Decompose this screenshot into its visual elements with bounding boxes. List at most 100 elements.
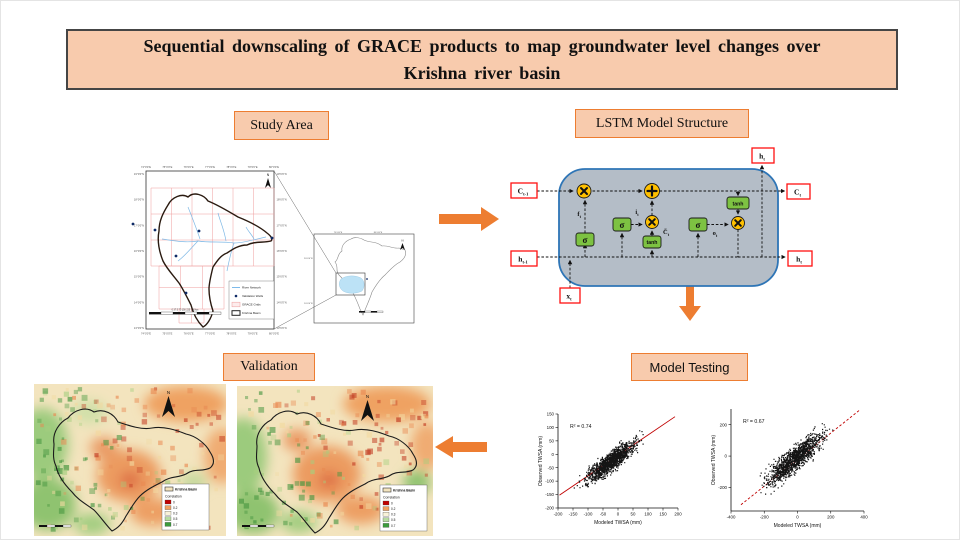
label-model-testing: Model Testing — [631, 353, 748, 381]
svg-text:75°0'0"E: 75°0'0"E — [162, 332, 172, 336]
svg-text:σ: σ — [696, 220, 701, 230]
svg-text:13°0'0"N: 13°0'0"N — [277, 326, 287, 330]
x-tick-label: 0 — [617, 512, 620, 517]
add-icon — [644, 183, 660, 199]
y-axis-label: Observed TWSA (mm) — [711, 435, 717, 486]
output-tanh: tanh — [726, 196, 750, 210]
scale-bar: 0 37.5 75 150 225 300 km — [149, 310, 222, 315]
inset-krishna-basin — [339, 275, 365, 294]
svg-text:75°0'0"E: 75°0'0"E — [162, 165, 172, 169]
x-tick-label: 150 — [659, 512, 667, 517]
y-tick-label: -200 — [545, 506, 554, 511]
title-line-2: Krishna river basin — [403, 62, 561, 83]
r-squared-annotation: R² = 0.74 — [570, 424, 592, 430]
svg-text:16°0'0"N: 16°0'0"N — [134, 249, 144, 253]
input-gate-sigma: σ — [612, 217, 632, 232]
arrow-right-head — [481, 207, 499, 231]
north-arrow-icon: N — [265, 173, 271, 188]
svg-text:Validation Wells: Validation Wells — [242, 294, 264, 298]
y-tick-label: -200 — [718, 485, 727, 490]
x-tick-label: 100 — [644, 512, 652, 517]
krishna-basin-outline — [157, 193, 273, 328]
svg-text:0: 0 — [173, 500, 175, 504]
india-outline — [334, 237, 406, 316]
svg-text:0.7: 0.7 — [173, 523, 178, 527]
svg-text:0.2: 0.2 — [173, 506, 178, 510]
y-tick-label: -150 — [545, 492, 554, 497]
north-arrow-icon: N — [162, 390, 175, 417]
svg-text:River Network: River Network — [242, 286, 261, 290]
svg-text:77°0'0"E: 77°0'0"E — [205, 332, 215, 336]
lstm-diagram: σ σ tanh σ tanh ft it C̃t ot — [510, 147, 813, 304]
arrow-right-icon — [439, 207, 499, 231]
map-tick-labels: 74°0'0"E 74°0'0"E 75°0'0"E 75°0'0"E 76°0'0"E… — [134, 165, 383, 336]
y-tick-label: 150 — [547, 412, 555, 417]
arrow-down-shaft — [686, 286, 694, 307]
label-lstm-text: LSTM Model Structure — [595, 115, 729, 131]
svg-text:xt: xt — [566, 292, 572, 302]
svg-text:18°0'0"N: 18°0'0"N — [277, 198, 287, 202]
svg-text:13°0'0"N: 13°0'0"N — [134, 326, 144, 330]
svg-text:74°0'0"E: 74°0'0"E — [141, 165, 151, 169]
arrow-left-shaft — [453, 442, 487, 452]
multiply-input-icon — [645, 215, 659, 229]
output-gate-sigma: σ — [688, 217, 708, 232]
svg-text:79°0'0"E: 79°0'0"E — [248, 332, 258, 336]
y-tick-label: 0 — [725, 454, 728, 459]
svg-text:78°0'0"E: 78°0'0"E — [226, 165, 236, 169]
basin-outline — [255, 410, 417, 534]
svg-text:N: N — [401, 239, 403, 243]
x-tick-label: -200 — [760, 515, 769, 520]
svg-text:Krishna Basin: Krishna Basin — [242, 311, 261, 315]
svg-text:74°0'0"E: 74°0'0"E — [141, 332, 151, 336]
svg-text:80°0'0"E: 80°0'0"E — [269, 165, 279, 169]
io-box-h-prev: ht-1 — [510, 250, 538, 267]
svg-text:0: 0 — [391, 501, 393, 505]
y-axis-label: Observed TWSA (mm) — [538, 436, 544, 487]
scatter-plot-testing-2: -400 -200 0 200 400 -200 0 200 Modeled TWSA (mm)… — [711, 409, 868, 529]
lstm-connections — [537, 164, 786, 288]
svg-text:tanh: tanh — [647, 240, 658, 246]
arrow-down-icon — [679, 286, 701, 321]
map-legend: River Network Validation Wells GRACE Grids… — [228, 280, 275, 320]
svg-text:0 37.5 75 150 225 300: 0 37.5 75 150 225 300 km — [172, 310, 199, 312]
x-axis-label: Modeled TWSA (mm) — [594, 520, 642, 526]
study-area-map: 74°0'0"E 74°0'0"E 75°0'0"E 75°0'0"E 76°0'0"E… — [131, 165, 415, 336]
x-axis-label: Modeled TWSA (mm) — [774, 523, 822, 529]
svg-text:19°0'0"N: 19°0'0"N — [134, 172, 144, 176]
scatter-plot-2-content: -400 -200 0 200 400 -200 0 200 Modeled TWSA (mm)… — [711, 409, 868, 529]
scale-bar — [39, 524, 72, 528]
candidate-tanh: tanh — [642, 235, 662, 249]
svg-text:18°0'0"N: 18°0'0"N — [134, 198, 144, 202]
x-tick-label: 400 — [860, 515, 868, 520]
arrow-right-shaft — [439, 214, 481, 224]
svg-text:0.3: 0.3 — [391, 513, 396, 517]
svg-text:14°0'0"N: 14°0'0"N — [134, 300, 144, 304]
x-tick-label: 50 — [631, 512, 636, 517]
multiply-output-icon — [731, 216, 745, 230]
svg-text:14°0'0"N: 14°0'0"N — [277, 300, 287, 304]
svg-text:GRACE Grids: GRACE Grids — [242, 303, 261, 307]
svg-text:0.2: 0.2 — [391, 507, 396, 511]
title-line-1: Sequential downscaling of GRACE products… — [143, 36, 821, 57]
svg-text:ht-1: ht-1 — [518, 255, 528, 265]
scatter-points — [759, 423, 834, 495]
svg-text:0.3: 0.3 — [173, 512, 178, 516]
svg-text:ht: ht — [796, 255, 802, 265]
inset-connector-top — [273, 170, 337, 274]
x-tick-label: 200 — [827, 515, 835, 520]
svg-text:80°0'0"E: 80°0'0"E — [269, 332, 279, 336]
svg-text:Correlation: Correlation — [383, 496, 400, 500]
arrow-down-head — [679, 306, 701, 321]
svg-text:N: N — [167, 390, 170, 395]
label-study-area: Study Area — [234, 111, 329, 140]
svg-text:76°0'0"E: 76°0'0"E — [184, 332, 194, 336]
label-lstm-model-structure: LSTM Model Structure — [575, 109, 749, 138]
x-tick-label: -100 — [584, 512, 593, 517]
arrow-left-icon — [435, 436, 487, 458]
scatter-points — [573, 430, 644, 489]
svg-text:σ: σ — [620, 220, 625, 230]
label-validation: Validation — [223, 353, 315, 381]
x-tick-label: -50 — [600, 512, 607, 517]
